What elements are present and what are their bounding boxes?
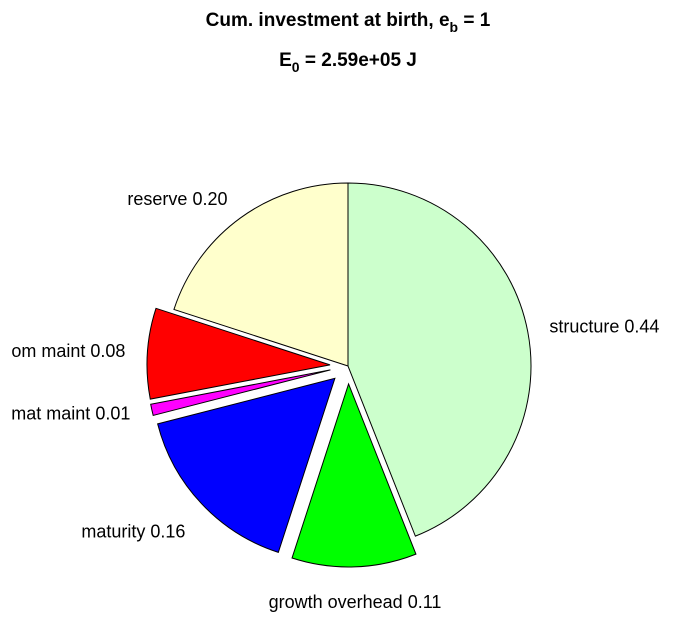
slice-label: reserve 0.20 (127, 189, 227, 209)
title-text: Cum. investment at birth, e (206, 10, 450, 31)
slice-value: 0.20 (192, 189, 227, 209)
pie-slice (146, 307, 331, 400)
slice-label: structure 0.44 (549, 316, 659, 336)
slice-label: mat maint 0.01 (11, 403, 130, 423)
slice-category: reserve (127, 189, 187, 209)
slice-value: 0.44 (624, 316, 659, 336)
subtitle-text: E (279, 50, 292, 71)
pie-slice (157, 377, 336, 553)
slice-label: maturity 0.16 (81, 521, 185, 541)
chart-title: Cum. investment at birth, eb = 1 (206, 10, 491, 35)
subtitle-suffix: = 2.59e+05 J (300, 50, 417, 71)
slice-label: growth overhead 0.11 (269, 592, 442, 612)
slice-category: mat maint (11, 403, 90, 423)
pie-slice (347, 182, 532, 537)
pie-slice (291, 382, 417, 568)
slice-category: maturity (81, 521, 145, 541)
title-subscript: b (450, 19, 459, 35)
slice-category: growth overhead (269, 592, 403, 612)
chart-subtitle: E0 = 2.59e+05 J (279, 50, 417, 75)
slice-category: structure (549, 316, 619, 336)
slice-value: 0.01 (95, 403, 130, 423)
slice-value: 0.16 (150, 521, 185, 541)
slice-label: om maint 0.08 (11, 341, 125, 361)
slice-value: 0.11 (408, 592, 442, 612)
slice-value: 0.08 (90, 341, 125, 361)
subtitle-subscript: 0 (292, 59, 300, 75)
pie-slice (173, 182, 349, 367)
slice-category: om maint (11, 341, 85, 361)
pie-slice (150, 369, 331, 417)
title-suffix: = 1 (458, 10, 491, 31)
